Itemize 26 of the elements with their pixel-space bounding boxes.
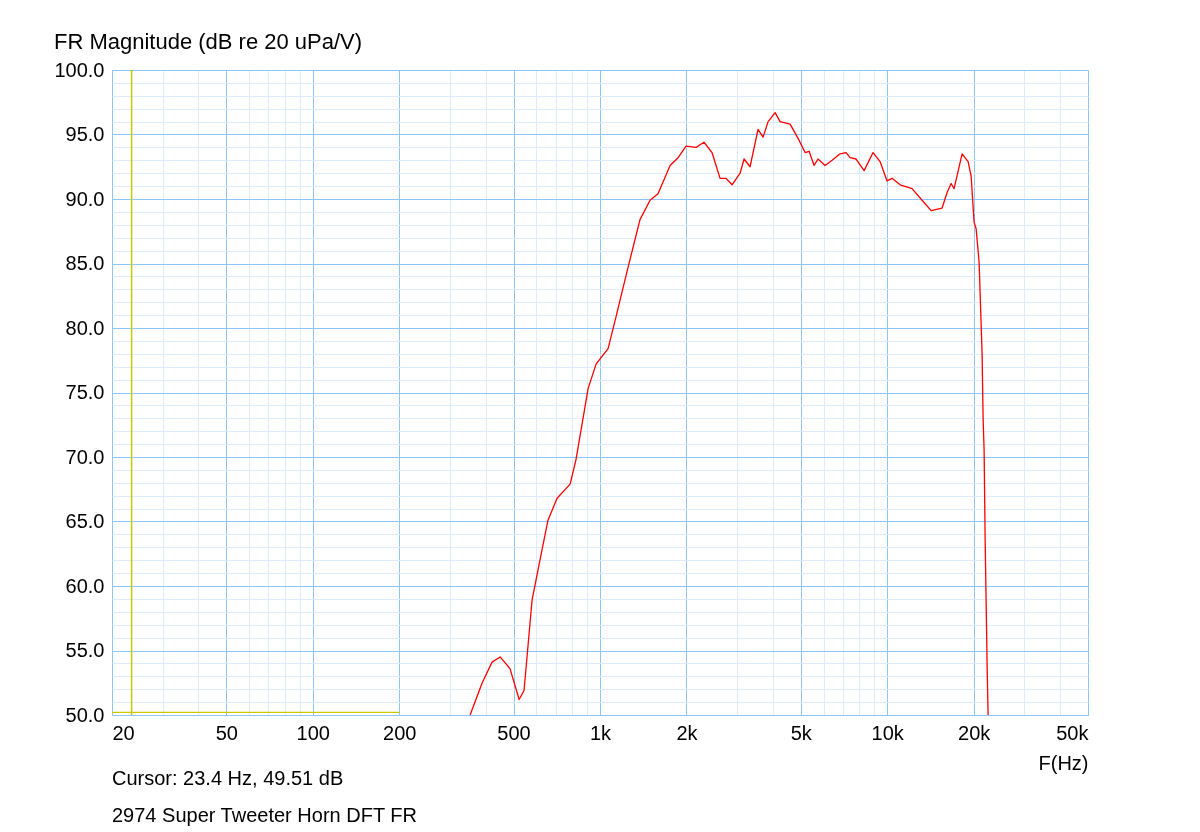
text: 2974 Super Tweeter Horn DFT FR (112, 804, 417, 826)
y-tick-label: 100.0 (54, 58, 105, 81)
y-tick-label: 90.0 (65, 187, 105, 210)
x-tick-label: 50k (1056, 721, 1090, 744)
x-tick-label: 1k (589, 721, 613, 744)
y-tick-label: 75.0 (65, 381, 105, 403)
x-axis-title: F(Hz) (1038, 751, 1089, 774)
text: Cursor: 23.4 Hz, 49.51 dB (112, 767, 344, 789)
x-tick-label: 100 (296, 721, 330, 744)
x-tick-label: 5k (790, 721, 813, 744)
x-tick-label: 500 (497, 721, 531, 744)
y-tick-label: 95.0 (65, 123, 105, 145)
x-tick-label: 20k (958, 721, 992, 744)
x-tick-label: 2k (676, 721, 699, 744)
y-tick-label: 60.0 (65, 574, 105, 597)
x-tick-label: 200 (383, 721, 417, 744)
x-tick-label: 20 (112, 721, 135, 744)
y-tick-label: 55.0 (65, 639, 105, 661)
y-tick-label: 85.0 (65, 252, 105, 274)
y-tick-label: 65.0 (65, 510, 105, 532)
x-tick-label: 10k (871, 721, 905, 744)
y-tick-label: 80.0 (65, 316, 105, 339)
x-tick-label: 50 (215, 721, 238, 744)
chart-title: FR Magnitude (dB re 20 uPa/V) (53, 29, 363, 54)
y-tick-label: 50.0 (65, 703, 105, 726)
y-tick-label: 70.0 (65, 445, 105, 468)
